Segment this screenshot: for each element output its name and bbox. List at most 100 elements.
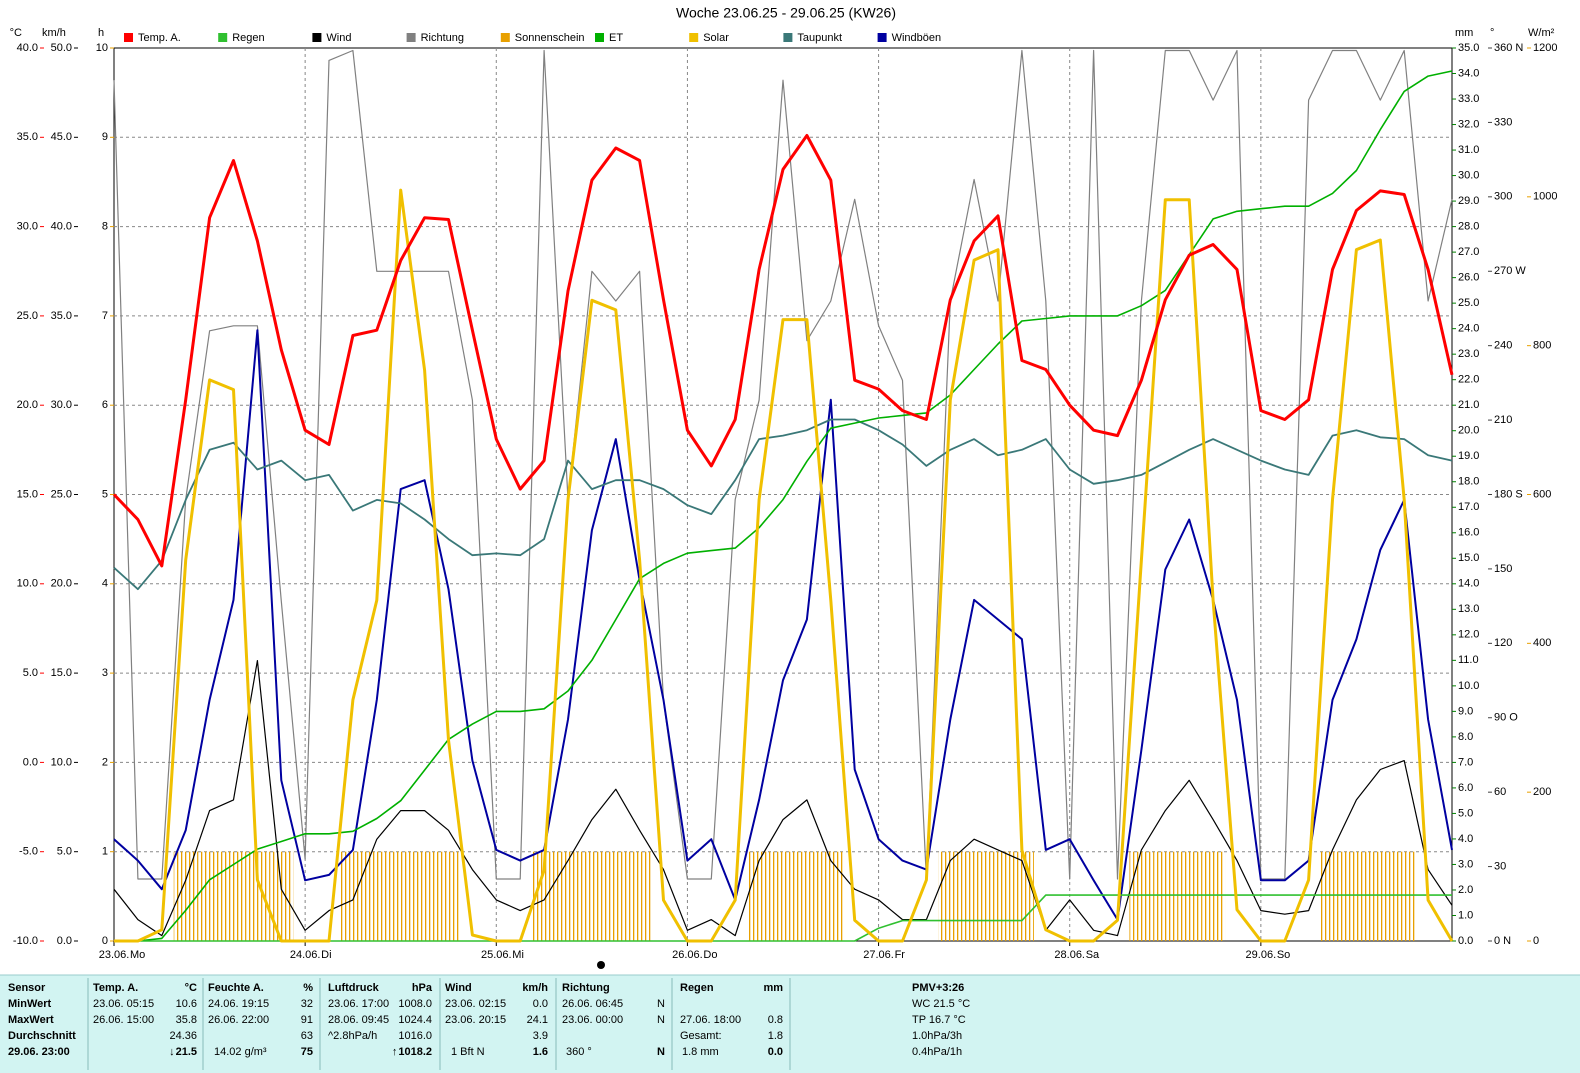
x-tick-label: 29.06. bbox=[1246, 949, 1277, 961]
y-tick-label: -5.0 bbox=[19, 846, 38, 858]
y-tick-label: 5.0 bbox=[23, 667, 38, 679]
stats-cell: Gesamt: bbox=[680, 1030, 722, 1042]
sunshine-bar bbox=[962, 851, 987, 941]
legend-swatch bbox=[312, 33, 322, 42]
sunshine-bar bbox=[1392, 851, 1417, 941]
y4-tick-label: 32.0 bbox=[1458, 118, 1479, 130]
x-tick-day: Mi bbox=[512, 949, 524, 961]
stats-cell: ^2.8hPa/h bbox=[328, 1030, 377, 1042]
y3-tick-label: 0 bbox=[102, 935, 108, 947]
axis-unit: mm bbox=[1455, 27, 1473, 39]
y4-tick-label: 28.0 bbox=[1458, 221, 1479, 233]
stats-cell: 1.8 mm bbox=[682, 1046, 719, 1058]
sunshine-bar bbox=[747, 851, 772, 941]
stats-cell: 29.06. 23:00 bbox=[8, 1046, 70, 1058]
y4-tick-label: 24.0 bbox=[1458, 323, 1479, 335]
y4-tick-label: 9.0 bbox=[1458, 705, 1473, 717]
y5-tick-label: 360 N bbox=[1494, 42, 1523, 54]
now-marker bbox=[597, 961, 605, 969]
y4-tick-label: 12.0 bbox=[1458, 629, 1479, 641]
y6-tick-label: 200 bbox=[1533, 786, 1551, 798]
stats-cell: hPa bbox=[412, 982, 433, 994]
y4-tick-label: 21.0 bbox=[1458, 399, 1479, 411]
sunshine-bar bbox=[364, 851, 389, 941]
y3-tick-label: 9 bbox=[102, 131, 108, 143]
stats-cell: 23.06. 17:00 bbox=[328, 998, 389, 1010]
y6-tick-label: 800 bbox=[1533, 340, 1551, 352]
stats-cell: 91 bbox=[301, 1014, 313, 1026]
stats-cell: MinWert bbox=[8, 998, 52, 1010]
x-tick-day: So bbox=[1277, 949, 1290, 961]
y6-tick-label: 1000 bbox=[1533, 191, 1557, 203]
sunshine-bar bbox=[1344, 851, 1369, 941]
y5-tick-label: 120 bbox=[1494, 637, 1512, 649]
stats-cell: 23.06. 00:00 bbox=[562, 1014, 623, 1026]
x-tick-label: 25.06. bbox=[481, 949, 512, 961]
stats-cell: 28.06. 09:45 bbox=[328, 1014, 389, 1026]
stats-cell: 27.06. 18:00 bbox=[680, 1014, 741, 1026]
legend-label: ET bbox=[609, 32, 623, 44]
sunshine-bar bbox=[340, 851, 365, 941]
legend-swatch bbox=[783, 33, 793, 42]
sunshine-bar bbox=[173, 851, 198, 941]
stats-cell: 26.06. 15:00 bbox=[93, 1014, 154, 1026]
y5-tick-label: 180 S bbox=[1494, 488, 1523, 500]
stats-cell: 23.06. 20:15 bbox=[445, 1014, 506, 1026]
legend-label: Wind bbox=[326, 32, 351, 44]
y4-tick-label: 16.0 bbox=[1458, 527, 1479, 539]
y4-tick-label: 35.0 bbox=[1458, 42, 1479, 54]
legend-label: Temp. A. bbox=[138, 32, 181, 44]
legend-swatch bbox=[877, 33, 887, 42]
stats-cell: Wind bbox=[445, 982, 472, 994]
stats-cell: 1008.0 bbox=[398, 998, 432, 1010]
sunshine-bar bbox=[579, 851, 604, 941]
stats-cell: mm bbox=[763, 982, 783, 994]
y2-tick-label: 5.0 bbox=[57, 846, 72, 858]
y6-tick-label: 400 bbox=[1533, 637, 1551, 649]
sunshine-bar bbox=[1129, 851, 1154, 941]
x-tick-day: Di bbox=[321, 949, 331, 961]
y2-tick-label: 35.0 bbox=[51, 310, 72, 322]
y3-tick-label: 4 bbox=[102, 578, 108, 590]
sunshine-bar bbox=[771, 851, 795, 941]
y4-tick-label: 18.0 bbox=[1458, 476, 1479, 488]
stats-cell: N bbox=[657, 998, 665, 1010]
stats-cell: 26.06. 06:45 bbox=[562, 998, 623, 1010]
axis-unit: W/m² bbox=[1528, 27, 1555, 39]
y4-tick-label: 15.0 bbox=[1458, 552, 1479, 564]
y3-tick-label: 8 bbox=[102, 221, 108, 233]
x-tick-label: 24.06. bbox=[290, 949, 321, 961]
stats-cell: km/h bbox=[522, 982, 548, 994]
legend-label: Windböen bbox=[892, 32, 942, 44]
legend-swatch bbox=[595, 33, 604, 42]
y4-tick-label: 27.0 bbox=[1458, 246, 1479, 258]
stats-cell: 24.36 bbox=[169, 1030, 197, 1042]
y5-tick-label: 30 bbox=[1494, 860, 1506, 872]
y4-tick-label: 20.0 bbox=[1458, 425, 1479, 437]
y3-tick-label: 2 bbox=[102, 756, 108, 768]
sunshine-bar bbox=[221, 851, 246, 941]
stats-cell: 1024.4 bbox=[398, 1014, 432, 1026]
x-tick-day: Do bbox=[703, 949, 717, 961]
legend-swatch bbox=[406, 33, 416, 42]
y4-tick-label: 10.0 bbox=[1458, 680, 1479, 692]
sunshine-bar bbox=[1177, 851, 1202, 941]
sunshine-bar bbox=[1153, 851, 1178, 941]
stats-cell: 32 bbox=[301, 998, 313, 1010]
stats-cell: 24.06. 19:15 bbox=[208, 998, 269, 1010]
legend-swatch bbox=[124, 33, 133, 42]
stats-cell: Sensor bbox=[8, 982, 46, 994]
stats-cell: 21.5 bbox=[176, 1046, 197, 1058]
y2-tick-label: 15.0 bbox=[51, 667, 72, 679]
y6-tick-label: 600 bbox=[1533, 488, 1551, 500]
legend-label: Solar bbox=[703, 32, 729, 44]
stats-cell: 14.02 g/m³ bbox=[214, 1046, 267, 1058]
y2-tick-label: 45.0 bbox=[51, 131, 72, 143]
y4-tick-label: 11.0 bbox=[1458, 654, 1479, 666]
sunshine-bar bbox=[1201, 851, 1226, 941]
stats-cell: 1016.0 bbox=[398, 1030, 432, 1042]
y4-tick-label: 6.0 bbox=[1458, 782, 1473, 794]
y4-tick-label: 4.0 bbox=[1458, 833, 1473, 845]
y4-tick-label: 1.0 bbox=[1458, 909, 1473, 921]
y5-tick-label: 210 bbox=[1494, 414, 1512, 426]
